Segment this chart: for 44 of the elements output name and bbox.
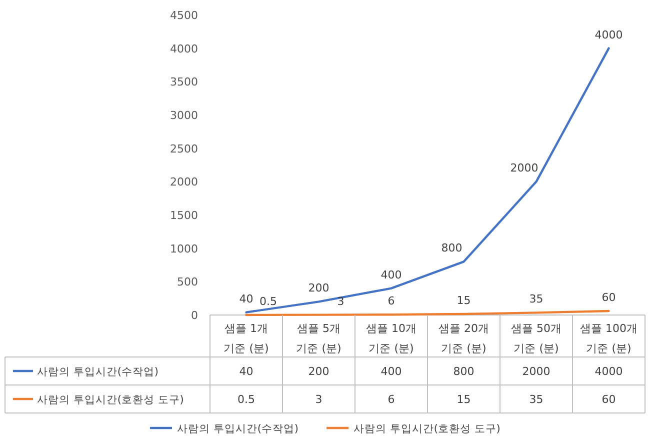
- x-tick-label: 샘플 100개 기준 (분): [580, 322, 638, 355]
- data-label: 0.5: [238, 393, 255, 406]
- y-tick-label: 4000: [170, 42, 198, 56]
- data-label: 3: [315, 393, 322, 406]
- data-label: 2000: [522, 365, 550, 378]
- legend-label: 사람의 투입시간(호환성 도구): [37, 394, 184, 406]
- data-label: 40: [239, 365, 254, 378]
- x-tick-label: 샘플 5개 기준 (분): [296, 322, 342, 355]
- data-label: 60: [602, 393, 616, 406]
- data-label: 35: [529, 393, 544, 406]
- y-tick-label: 2000: [170, 176, 198, 189]
- y-tick-label: 1500: [170, 209, 198, 222]
- data-label: 6: [388, 393, 395, 406]
- legend-label: 사람의 투입시간(수작업): [37, 366, 159, 378]
- annotation: 6: [388, 294, 395, 308]
- annotation: 40: [239, 292, 254, 306]
- annotation: 0.5: [260, 294, 277, 308]
- y-tick-label: 3000: [170, 109, 198, 122]
- text: 사람의 투입시간(호환성 도구): [354, 423, 500, 435]
- data-label: 15: [456, 393, 471, 406]
- data-label: 800: [453, 365, 474, 378]
- x-tick-label: 샘플 20개 기준 (분): [438, 322, 489, 355]
- x-tick-label: 샘플 50개 기준 (분): [511, 322, 562, 355]
- annotation: 60: [602, 291, 616, 304]
- data-label: 200: [308, 365, 330, 378]
- annotation: 400: [380, 268, 402, 282]
- y-tick-label: 2500: [170, 142, 198, 156]
- text: 사람의 투입시간(수작업): [177, 423, 299, 435]
- annotation: 2000: [510, 162, 538, 175]
- annotation: 800: [441, 242, 462, 255]
- x-tick-label: 샘플 10개 기준 (분): [366, 322, 416, 355]
- annotation: 15: [456, 294, 471, 307]
- annotation: 35: [529, 292, 544, 306]
- annotation: 200: [308, 282, 330, 295]
- y-tick-label: 4500: [170, 9, 198, 22]
- data-label: 400: [380, 365, 402, 378]
- y-tick-label: 500: [177, 276, 198, 289]
- y-tick-label: 1000: [170, 242, 198, 256]
- annotation: 3: [337, 294, 344, 308]
- x-tick-label: 샘플 1개 기준 (분): [224, 322, 269, 355]
- annotation: 4000: [594, 28, 623, 42]
- y-tick-label: 0: [191, 309, 198, 322]
- y-tick-label: 3500: [170, 76, 198, 89]
- data-label: 4000: [594, 365, 623, 378]
